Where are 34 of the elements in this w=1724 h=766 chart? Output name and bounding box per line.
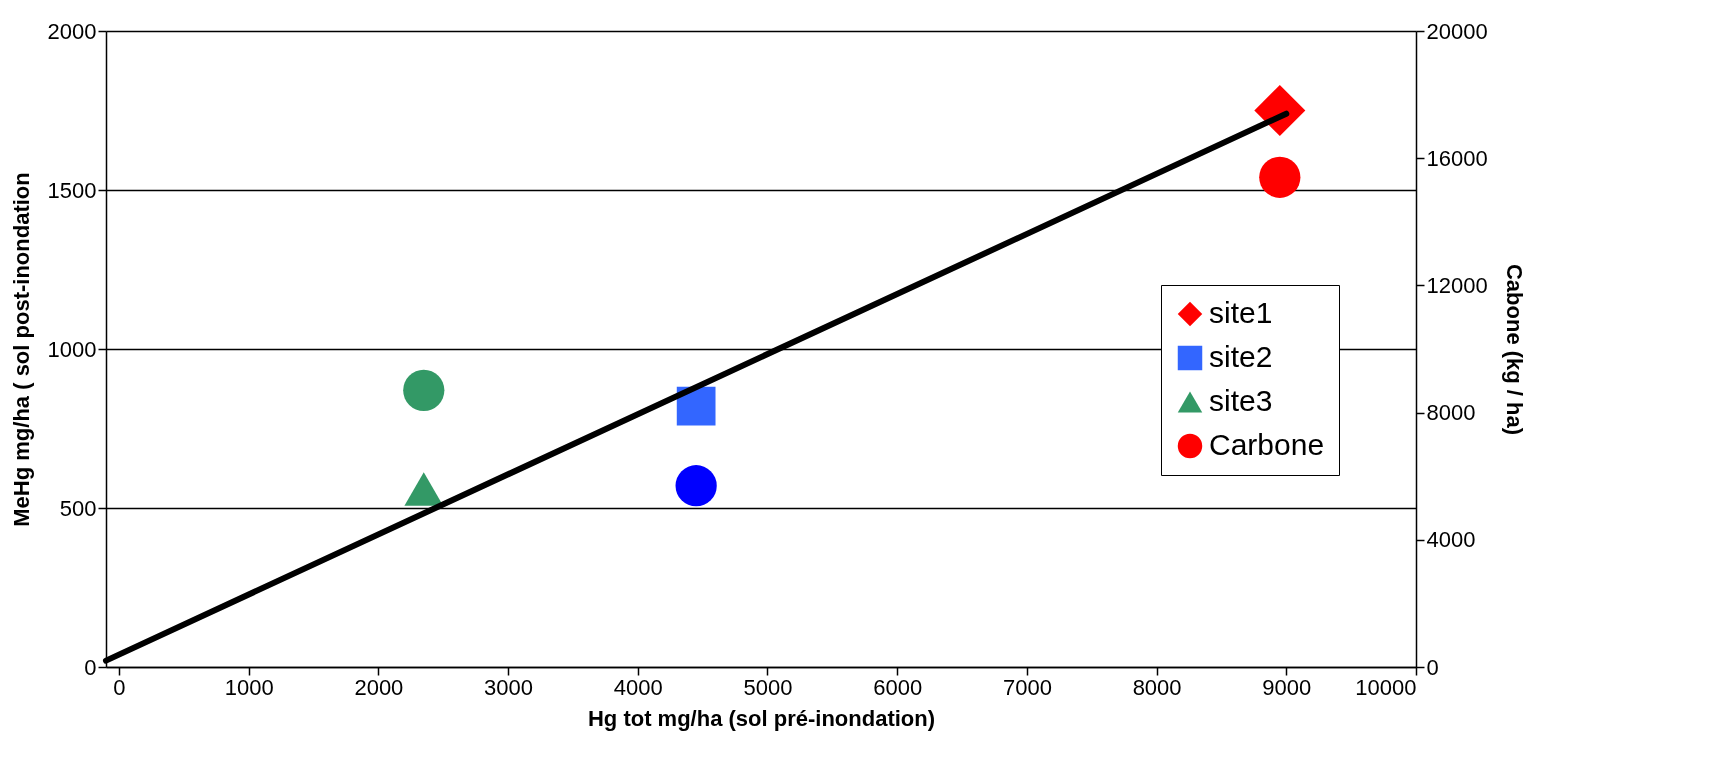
- y-tick-label: 0: [84, 654, 97, 680]
- x-tick-label: 8000: [1132, 674, 1182, 700]
- y-axis-title: MeHg mg/ha ( sol post-inondation: [8, 172, 34, 527]
- x-axis-title: Hg tot mg/ha (sol pré-inondation): [587, 705, 936, 731]
- point: [404, 472, 444, 506]
- y2-tick-label: 8000: [1426, 400, 1476, 426]
- x-tick-label: 2000: [354, 674, 404, 700]
- x-tick-label: 4000: [613, 674, 663, 700]
- x-tick-label: 0: [113, 674, 126, 700]
- point: [1259, 156, 1301, 198]
- x-tick-label: 5000: [743, 674, 793, 700]
- y2-tick-label: 12000: [1426, 272, 1488, 298]
- x-tick-label: 6000: [873, 674, 923, 700]
- y2-tick-label: 20000: [1426, 18, 1488, 44]
- x-tick-label: 9000: [1262, 674, 1312, 700]
- legend-label: Carbone: [1209, 428, 1325, 461]
- x-tick-label: 7000: [1002, 674, 1052, 700]
- x-tick-label: 10000: [1355, 674, 1417, 700]
- y-tick-label: 1500: [47, 177, 97, 203]
- point: [675, 465, 717, 507]
- legend-label: site3: [1209, 384, 1273, 417]
- x-tick-label: 3000: [484, 674, 534, 700]
- y2-tick-label: 16000: [1426, 145, 1488, 171]
- y2-axis-title: Cabone (kg / ha): [1501, 263, 1527, 436]
- y-tick-label: 1000: [47, 336, 97, 362]
- legend-label: site1: [1209, 296, 1273, 329]
- point: [676, 386, 716, 426]
- y2-tick-label: 0: [1426, 654, 1439, 680]
- legend-label: site2: [1209, 340, 1273, 373]
- point: [403, 369, 445, 411]
- y-tick-label: 500: [59, 495, 97, 521]
- y-tick-label: 2000: [47, 18, 97, 44]
- x-tick-label: 1000: [224, 674, 274, 700]
- y2-tick-label: 4000: [1426, 527, 1476, 553]
